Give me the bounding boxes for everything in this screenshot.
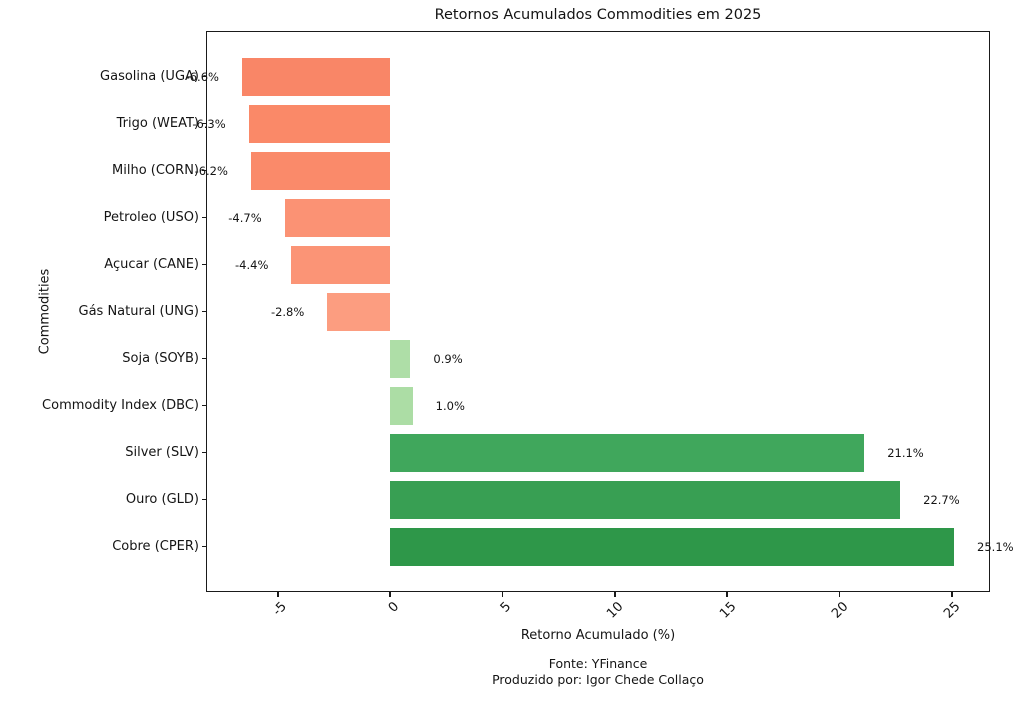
y-tick-mark bbox=[202, 404, 206, 407]
y-tick-mark bbox=[202, 498, 206, 501]
bar-a-ucar-cane bbox=[291, 245, 391, 284]
y-tick-label: Petroleo (USO) bbox=[103, 209, 199, 225]
y-tick-label: Ouro (GLD) bbox=[125, 491, 199, 507]
bar-value-label: 21.1% bbox=[887, 445, 924, 460]
x-tick-mark bbox=[951, 592, 953, 597]
bar-trigo-weat bbox=[248, 104, 391, 143]
bar-value-label: -6.2% bbox=[194, 163, 228, 178]
x-tick-label: -5 bbox=[270, 599, 290, 620]
x-tick-label: 25 bbox=[941, 599, 964, 622]
y-tick-mark bbox=[202, 122, 206, 125]
bar-value-label: 25.1% bbox=[977, 539, 1014, 554]
bar-milho-corn bbox=[250, 151, 391, 190]
y-tick-mark bbox=[202, 263, 206, 266]
bar-value-label: 22.7% bbox=[923, 492, 960, 507]
y-tick-label: Cobre (CPER) bbox=[112, 538, 199, 554]
x-tick-label: 5 bbox=[497, 599, 515, 616]
source-note: Fonte: YFinance Produzido por: Igor Ched… bbox=[206, 656, 990, 688]
y-tick-mark bbox=[202, 357, 206, 360]
x-tick-mark bbox=[614, 592, 616, 597]
y-tick-label: Soja (SOYB) bbox=[122, 350, 199, 366]
bar-value-label: 0.9% bbox=[433, 351, 463, 366]
bar-g-s-natural-ung bbox=[327, 292, 391, 331]
bar-value-label: -4.4% bbox=[235, 257, 269, 272]
x-tick-mark bbox=[277, 592, 279, 597]
y-tick-label: Milho (CORN) bbox=[112, 162, 199, 178]
y-tick-mark bbox=[202, 545, 206, 548]
x-tick-mark bbox=[838, 592, 841, 597]
bar-soja-soyb bbox=[390, 339, 411, 378]
x-tick-mark bbox=[726, 592, 728, 597]
bar-petroleo-uso bbox=[284, 198, 391, 237]
bar-ouro-gld bbox=[390, 480, 901, 519]
chart-title: Retornos Acumulados Commodities em 2025 bbox=[434, 7, 762, 23]
y-tick-label: Silver (SLV) bbox=[125, 444, 199, 460]
bar-silver-slv bbox=[390, 433, 865, 472]
source-line: Fonte: YFinance bbox=[548, 656, 648, 671]
bar-value-label: 1.0% bbox=[435, 398, 465, 413]
y-axis-label: Commodities bbox=[37, 268, 53, 355]
credit-line: Produzido por: Igor Chede Collaço bbox=[492, 672, 704, 687]
x-tick-mark bbox=[389, 592, 391, 597]
bar-commodity-index-dbc bbox=[390, 386, 413, 425]
y-tick-label: Commodity Index (DBC) bbox=[42, 397, 199, 413]
x-tick-label: 15 bbox=[716, 599, 740, 622]
x-tick-label: 10 bbox=[604, 599, 627, 622]
y-tick-mark bbox=[202, 216, 206, 219]
y-tick-label: Gás Natural (UNG) bbox=[78, 303, 200, 319]
x-tick-label: 20 bbox=[829, 599, 852, 622]
bar-value-label: -6.6% bbox=[185, 69, 219, 84]
bar-cobre-cper bbox=[390, 527, 955, 566]
bar-value-label: -2.8% bbox=[270, 304, 305, 319]
y-tick-label: Açucar (CANE) bbox=[104, 256, 199, 272]
y-tick-mark bbox=[202, 169, 206, 172]
y-tick-mark bbox=[202, 310, 206, 313]
x-axis-label: Retorno Acumulado (%) bbox=[520, 628, 676, 643]
x-tick-label: 0 bbox=[385, 599, 403, 616]
y-tick-mark bbox=[202, 451, 206, 454]
y-tick-mark bbox=[202, 75, 206, 78]
bar-value-label: -6.3% bbox=[192, 116, 226, 131]
y-tick-label: Gasolina (UGA) bbox=[100, 68, 199, 84]
bar-gasolina-uga bbox=[241, 57, 391, 96]
bar-value-label: -4.7% bbox=[228, 210, 262, 225]
y-tick-label: Trigo (WEAT) bbox=[116, 115, 199, 131]
x-tick-mark bbox=[501, 592, 504, 597]
